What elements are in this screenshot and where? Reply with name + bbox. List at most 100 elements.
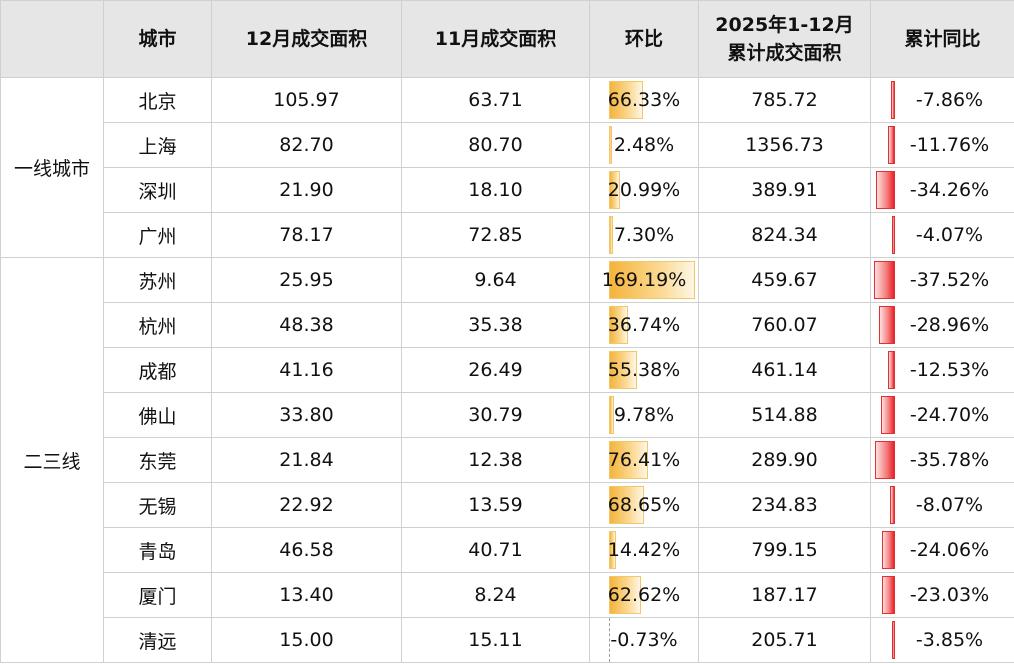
mom-bar-area (590, 123, 698, 167)
yoy-bar-area (871, 168, 1014, 212)
dec-area-cell: 41.16 (211, 347, 402, 393)
mom-cell: 169.19% (589, 257, 699, 303)
table-row: 一线城市 北京 105.97 63.71 66.33% 785.72 -7.86% (0, 77, 1014, 258)
yoy-value: -7.86% (915, 89, 984, 111)
dec-area-cell: 46.58 (211, 527, 402, 573)
mom-data-bar (609, 531, 617, 569)
yoy-data-bar (890, 486, 895, 524)
mom-cell: 9.78% (589, 392, 699, 438)
city-cell: 深圳 (103, 167, 212, 213)
yoy-value: -12.53% (909, 359, 990, 381)
city-cell: 东莞 (103, 437, 212, 483)
yoy-data-bar (892, 216, 895, 254)
ytd-area-cell: 1356.73 (698, 122, 871, 168)
table-row: 二三线 苏州 25.95 9.64 169.19% 459.67 -37.52% (0, 257, 1014, 663)
mom-bar-area (590, 168, 698, 212)
table-body: 一线城市 北京 105.97 63.71 66.33% 785.72 -7.86% 上海 82.… (0, 77, 1014, 663)
yoy-data-bar (882, 576, 895, 614)
mom-bar-area (590, 528, 698, 572)
nov-area-cell: 30.79 (401, 392, 590, 438)
table-row: 东莞 21.84 12.38 76.41% 289.90 -35.78% (1, 437, 1014, 483)
ytd-area-cell: 785.72 (698, 77, 871, 123)
yoy-cell: -11.76% (870, 122, 1014, 168)
yoy-cell: -28.96% (870, 302, 1014, 348)
city-cell: 清远 (103, 617, 212, 663)
mom-value: 62.62% (607, 584, 681, 606)
mom-value: 66.33% (607, 89, 681, 111)
mom-data-bar (609, 306, 628, 344)
yoy-data-bar (887, 351, 895, 389)
table-row: 上海 82.70 80.70 2.48% 1356.73 -11.76% (1, 122, 1014, 168)
city-cell: 北京 (103, 77, 212, 123)
dec-area-cell: 22.92 (211, 482, 402, 528)
mom-cell: 36.74% (589, 302, 699, 348)
ytd-area-cell: 799.15 (698, 527, 871, 573)
yoy-data-bar (890, 81, 895, 119)
mom-bar-area (590, 573, 698, 617)
yoy-bar-area (871, 213, 1014, 257)
dec-area-cell: 105.97 (211, 77, 402, 123)
mom-value: 2.48% (613, 134, 675, 156)
header-group (0, 0, 104, 78)
dec-area-cell: 82.70 (211, 122, 402, 168)
yoy-data-bar (874, 261, 895, 299)
mom-cell: 76.41% (589, 437, 699, 483)
city-cell: 上海 (103, 122, 212, 168)
mom-data-bar (609, 396, 614, 434)
table-row: 杭州 48.38 35.38 36.74% 760.07 -28.96% (1, 302, 1014, 348)
nov-area-cell: 72.85 (401, 212, 590, 258)
city-cell: 成都 (103, 347, 212, 393)
header-nov-area: 11月成交面积 (401, 0, 590, 78)
city-cell: 无锡 (103, 482, 212, 528)
yoy-value: -4.07% (915, 224, 984, 246)
city-cell: 佛山 (103, 392, 212, 438)
ytd-area-cell: 205.71 (698, 617, 871, 663)
mom-value: 76.41% (607, 449, 681, 471)
mom-value: 169.19% (601, 269, 687, 291)
mom-bar-area (590, 78, 698, 122)
table-row: 厦门 13.40 8.24 62.62% 187.17 -23.03% (1, 572, 1014, 618)
nov-area-cell: 40.71 (401, 527, 590, 573)
yoy-bar-area (871, 303, 1014, 347)
dec-area-cell: 13.40 (211, 572, 402, 618)
yoy-cell: -3.85% (870, 617, 1014, 663)
yoy-bar-area (871, 483, 1014, 527)
mom-value: 55.38% (607, 359, 681, 381)
city-cell: 杭州 (103, 302, 212, 348)
yoy-bar-area (871, 618, 1014, 662)
yoy-bar-area (871, 573, 1014, 617)
header-ytd-area: 2025年1-12月 累计成交面积 (698, 0, 871, 78)
header-dec-area: 12月成交面积 (211, 0, 402, 78)
yoy-cell: -35.78% (870, 437, 1014, 483)
ytd-area-cell: 514.88 (698, 392, 871, 438)
mom-bar-area (590, 303, 698, 347)
yoy-data-bar (878, 306, 895, 344)
mom-data-bar (609, 486, 644, 524)
table-row: 佛山 33.80 30.79 9.78% 514.88 -24.70% (1, 392, 1014, 438)
mom-data-bar (609, 441, 648, 479)
city-cell: 广州 (103, 212, 212, 258)
dec-area-cell: 21.84 (211, 437, 402, 483)
mom-data-bar (609, 81, 643, 119)
mom-cell: -0.73% (589, 617, 699, 663)
dec-area-cell: 78.17 (211, 212, 402, 258)
dec-area-cell: 33.80 (211, 392, 402, 438)
nov-area-cell: 13.59 (401, 482, 590, 528)
yoy-value: -8.07% (915, 494, 984, 516)
yoy-cell: -23.03% (870, 572, 1014, 618)
dec-area-cell: 21.90 (211, 167, 402, 213)
mom-value: 68.65% (607, 494, 681, 516)
yoy-data-bar (888, 126, 895, 164)
mom-cell: 55.38% (589, 347, 699, 393)
mom-cell: 2.48% (589, 122, 699, 168)
table-row: 广州 78.17 72.85 7.30% 824.34 -4.07% (1, 212, 1014, 258)
yoy-bar-area (871, 393, 1014, 437)
table-row: 清远 15.00 15.11 -0.73% 205.71 -3.85% (1, 617, 1014, 663)
nov-area-cell: 15.11 (401, 617, 590, 663)
table-row: 青岛 46.58 40.71 14.42% 799.15 -24.06% (1, 527, 1014, 573)
ytd-area-cell: 461.14 (698, 347, 871, 393)
mom-value: -0.73% (610, 629, 678, 651)
group-label: 一线城市 (0, 77, 104, 258)
yoy-data-bar (881, 531, 895, 569)
